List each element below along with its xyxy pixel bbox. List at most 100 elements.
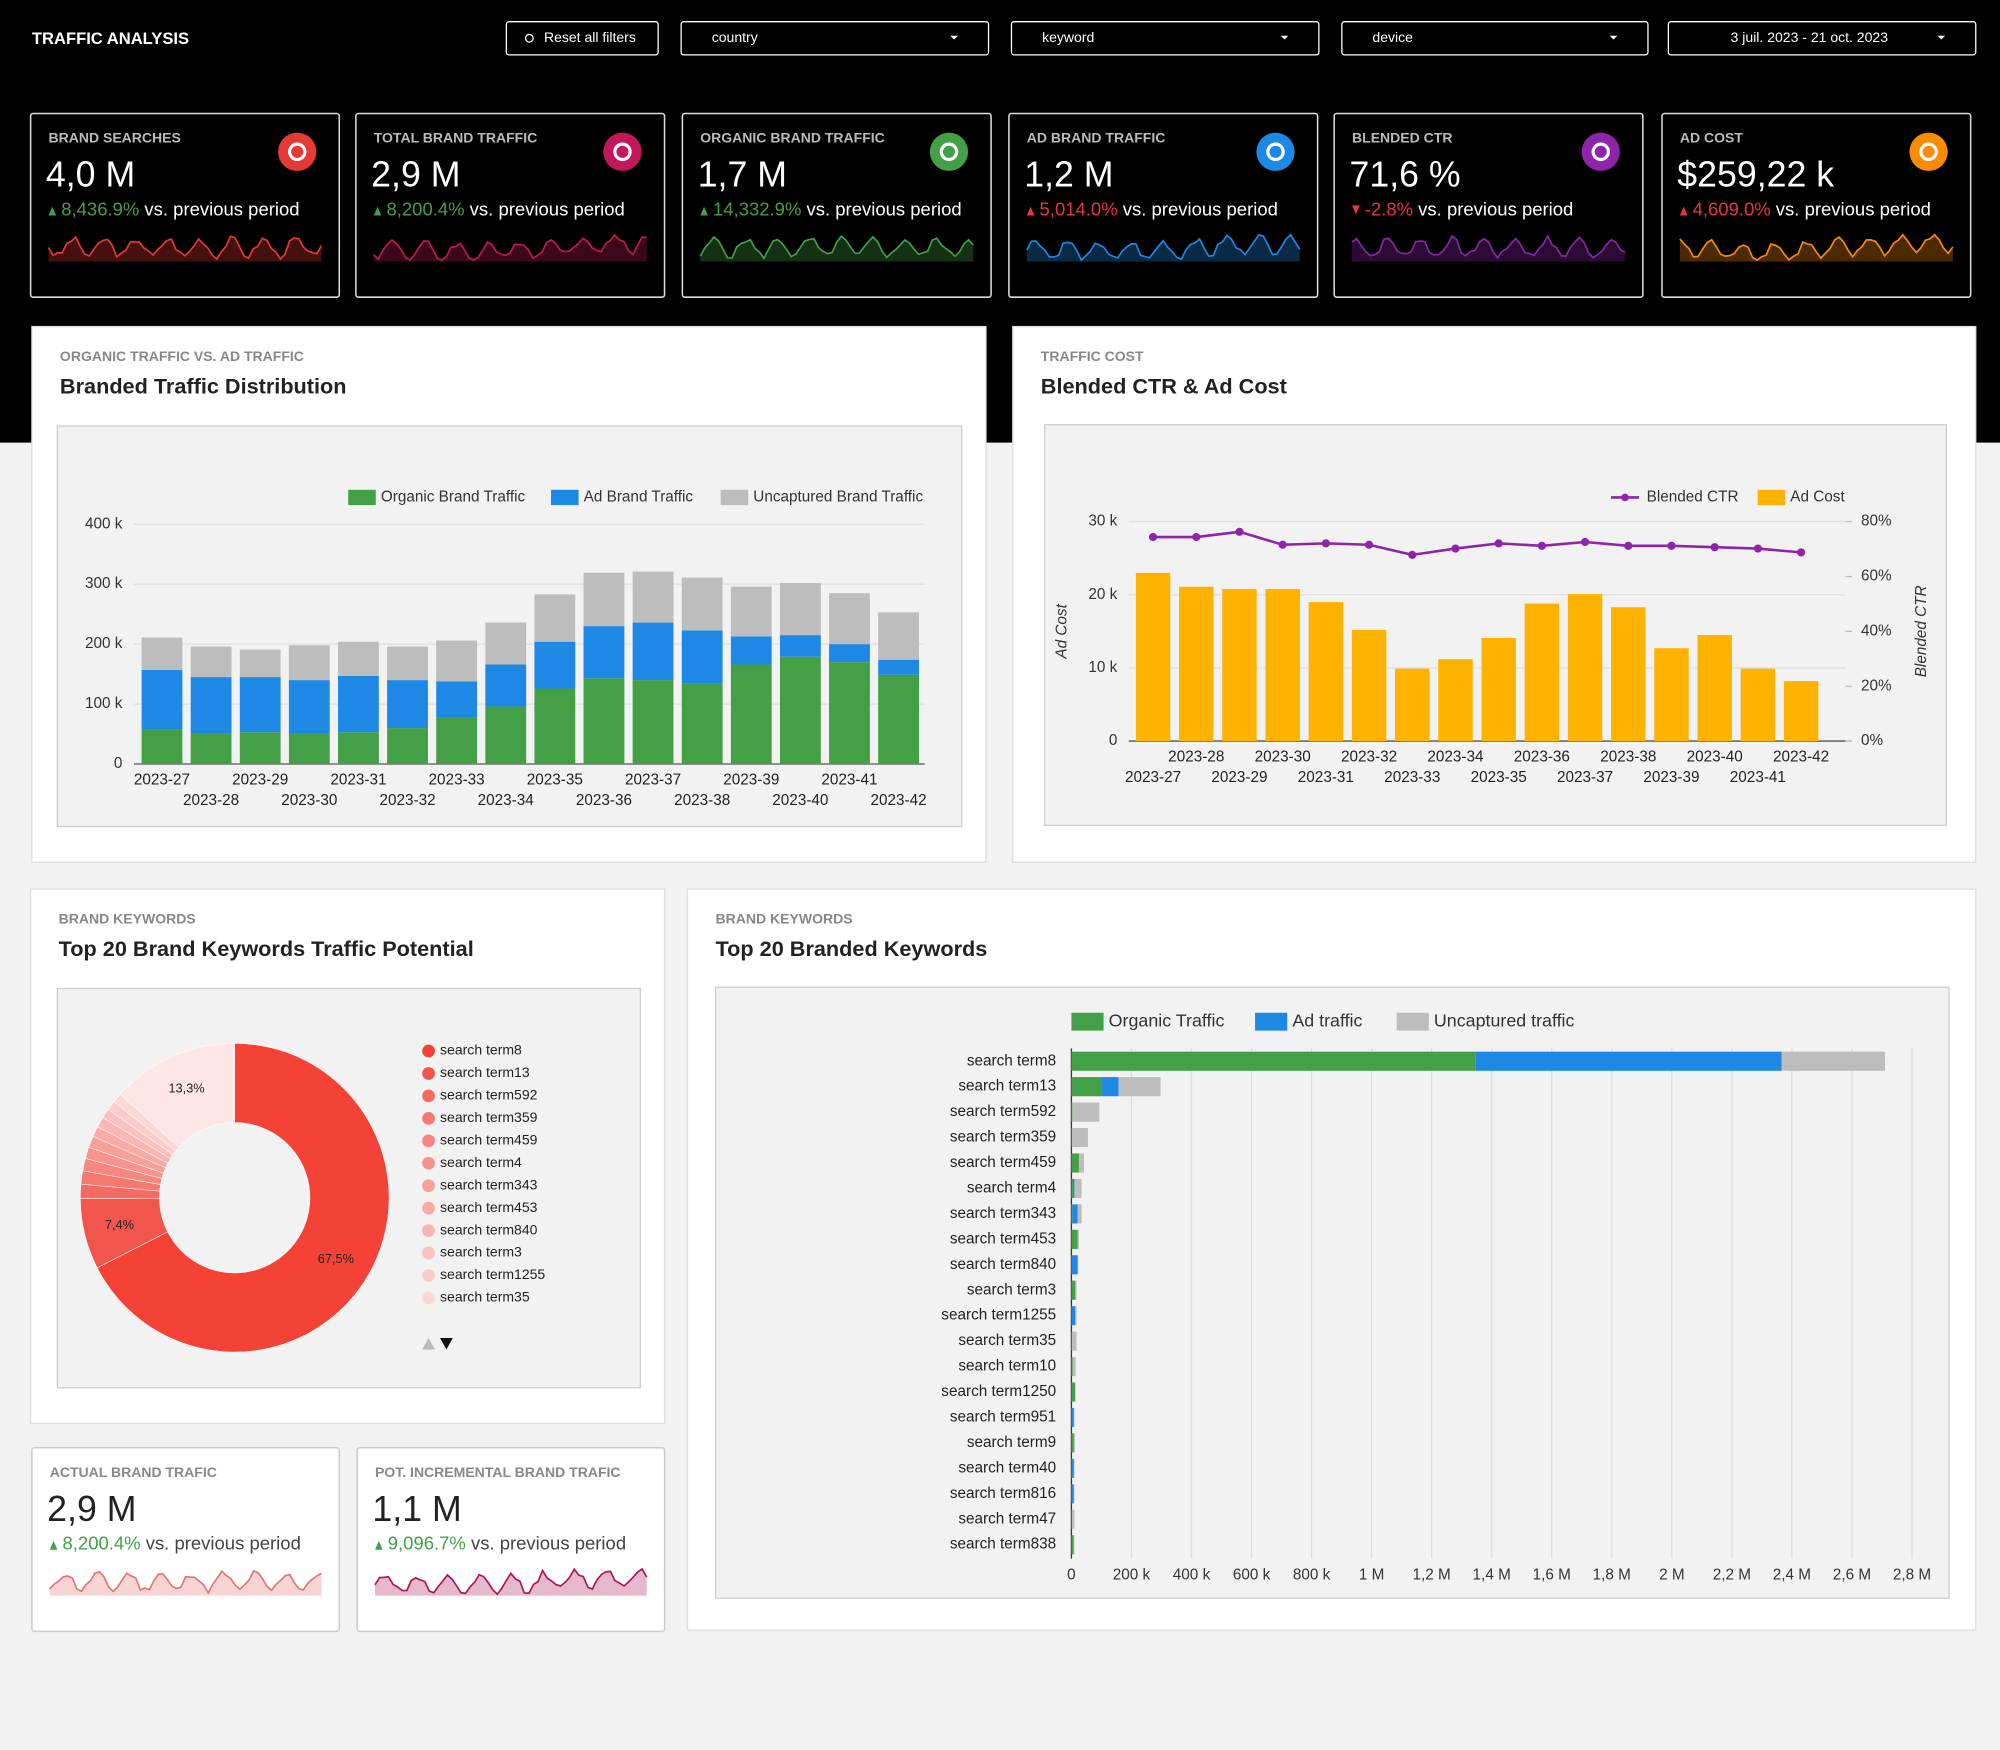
y-tick-label: search term47 <box>958 1510 1056 1527</box>
bar-segment <box>1475 1051 1782 1071</box>
bar-segment <box>583 572 625 627</box>
legend-swatch <box>720 489 749 506</box>
bar-segment <box>1072 1484 1074 1504</box>
y-tick-label: search term816 <box>950 1485 1056 1502</box>
kpi-icon <box>929 132 969 171</box>
bar-segment <box>1072 1178 1075 1199</box>
bar-segment <box>779 582 821 636</box>
bar-segment <box>1071 1306 1073 1326</box>
legend-label: search term840 <box>440 1221 538 1237</box>
legend-label: Uncaptured traffic <box>1434 1010 1575 1030</box>
x-tick-label: 2 M <box>1659 1566 1685 1583</box>
x-tick-label: 2023-28 <box>1168 749 1224 766</box>
x-tick-label: 0 <box>1067 1566 1076 1583</box>
kpi-icon-glyph <box>613 142 632 162</box>
x-tick-label: 2023-31 <box>1298 769 1354 786</box>
filter-control[interactable] <box>1341 21 1649 56</box>
bar-segment <box>730 636 772 665</box>
kpi-card <box>1661 112 1972 298</box>
bar-segment <box>1102 1077 1119 1097</box>
trend-arrow <box>1679 206 1688 216</box>
x-tick-label: 2023-39 <box>723 772 779 789</box>
bar-segment <box>141 669 183 730</box>
line-point <box>1667 541 1676 550</box>
filter-label: keyword <box>1042 29 1094 45</box>
line-point <box>1753 544 1762 553</box>
x-tick-label: 1,6 M <box>1533 1566 1571 1583</box>
bar <box>1351 629 1387 742</box>
x-tick-label: 2023-36 <box>576 792 632 809</box>
kpi-icon-glyph <box>287 142 307 162</box>
sparkline <box>1351 234 1626 260</box>
legend-label: search term13 <box>440 1064 530 1080</box>
y-tick-label: search term13 <box>958 1078 1056 1095</box>
dropdown-arrow <box>1280 35 1289 40</box>
filter-control[interactable] <box>1667 21 1977 56</box>
kpi-comparison: vs. previous period <box>1123 198 1278 219</box>
legend-dot <box>422 1201 435 1215</box>
legend-label: search term3 <box>440 1244 522 1260</box>
x-tick-label: 2023-41 <box>821 772 877 789</box>
sparkline <box>373 233 647 262</box>
x-tick-label: 600 k <box>1233 1566 1271 1583</box>
x-tick-label: 2023-30 <box>281 792 337 809</box>
kpi-change: 8,436.9% vs. previous period <box>61 198 299 219</box>
bar <box>1395 668 1430 742</box>
x-tick-label: 2023-32 <box>379 792 435 809</box>
filter-control[interactable] <box>680 21 990 56</box>
trend-arrow <box>49 1540 58 1550</box>
filter-control[interactable] <box>1010 21 1320 56</box>
y-tick-label: search term453 <box>950 1230 1056 1247</box>
x-tick-label: 2023-28 <box>183 792 239 809</box>
chart-eyebrow: BRAND KEYWORDS <box>59 910 196 926</box>
bar-segment <box>829 593 870 645</box>
bar-segment <box>1071 1407 1073 1428</box>
bar-segment <box>338 641 379 676</box>
bar-segment <box>779 635 821 657</box>
bar-segment <box>1071 1280 1076 1300</box>
kpi-change-value: 8,436.9% <box>61 198 139 219</box>
kpi-label: AD COST <box>1680 130 1744 146</box>
bar-segment <box>878 659 920 675</box>
legend-label: Ad Cost <box>1790 488 1845 505</box>
legend-page-down[interactable] <box>440 1338 453 1350</box>
slice-label: 67,5% <box>318 1251 354 1266</box>
bar <box>1179 586 1214 742</box>
legend-dot <box>422 1134 435 1148</box>
legend-swatch <box>348 489 376 506</box>
legend-label: Ad Brand Traffic <box>584 488 694 505</box>
filter-label: 3 juil. 2023 - 21 oct. 2023 <box>1731 29 1889 45</box>
bar <box>1265 588 1300 742</box>
sparkline-area <box>700 236 974 262</box>
x-tick-label: 1,2 M <box>1413 1566 1451 1583</box>
x-tick-label: 2023-38 <box>1600 749 1656 766</box>
y-tick-label: search term35 <box>958 1332 1056 1349</box>
bar-segment <box>1071 1509 1073 1529</box>
filter-control[interactable] <box>505 21 659 56</box>
line-point <box>1494 539 1503 548</box>
legend-dot <box>422 1111 435 1125</box>
bar-segment <box>239 732 281 765</box>
x-tick-label: 2,2 M <box>1713 1566 1751 1583</box>
legend-swatch <box>1396 1012 1429 1031</box>
y-tick-label: 400 k <box>85 515 123 532</box>
x-tick-label: 2023-35 <box>527 772 583 789</box>
line-point <box>1278 540 1287 549</box>
y-tick-label: 200 k <box>85 635 123 652</box>
bar <box>1740 668 1776 742</box>
kpi-icon <box>1909 132 1948 171</box>
bar <box>1611 607 1646 742</box>
bar-segment <box>1072 1102 1100 1122</box>
bar-segment <box>1071 1255 1073 1275</box>
bar-segment <box>779 656 821 765</box>
dropdown-arrow <box>1609 35 1618 40</box>
line-point <box>1235 527 1244 536</box>
kpi-change: 8,200.4% vs. previous period <box>63 1533 301 1554</box>
y-tick-label: search term343 <box>950 1205 1056 1222</box>
bar-segment <box>1071 1357 1073 1377</box>
kpi-change: 5,014.0% vs. previous period <box>1040 198 1278 219</box>
bar-segment <box>141 637 183 670</box>
bar-segment <box>190 677 232 734</box>
legend-page-up[interactable] <box>422 1338 435 1350</box>
y-tick-label: search term10 <box>958 1358 1056 1375</box>
